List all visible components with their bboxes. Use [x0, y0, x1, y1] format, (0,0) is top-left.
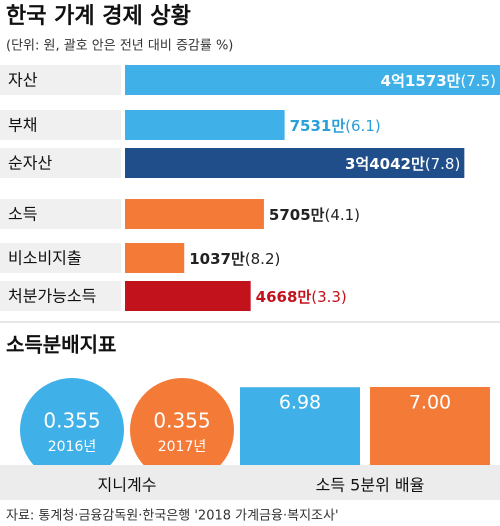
title: 한국 가계 경제 상황: [6, 4, 191, 29]
value-text: 4억1573만: [381, 72, 461, 90]
change-text: (3.3): [311, 288, 347, 306]
ratio-bar: [240, 387, 360, 465]
label-bg: [0, 243, 121, 273]
subtitle: (단위: 원, 괄호 안은 전년 대비 증감률 %): [6, 39, 233, 54]
value-label: 5705만(4.1): [269, 206, 360, 224]
value-label: 1037만(8.2): [189, 250, 280, 268]
gini-year: 2016년: [48, 439, 97, 455]
bar: [125, 148, 465, 178]
label-bg: [0, 199, 121, 229]
bar: [125, 243, 185, 273]
category-label: 처분가능소득: [8, 287, 96, 306]
gini-circle: [20, 378, 124, 482]
value-text: 4668만: [256, 288, 312, 306]
group-label: 소득 5분위 배율: [316, 476, 425, 495]
category-label: 소득: [8, 205, 37, 224]
change-text: (8.2): [245, 250, 281, 268]
section-title: 소득분배지표: [6, 333, 116, 357]
bar: [125, 110, 285, 140]
label-bg: [0, 148, 121, 178]
gini-year: 2017년: [158, 439, 207, 455]
gini-value: 0.355: [43, 409, 100, 433]
category-label: 비소비지출: [8, 249, 82, 268]
footer-band: [0, 465, 500, 500]
value-label: 4668만(3.3): [256, 288, 347, 306]
change-text: (7.8): [425, 155, 461, 173]
value-label: 7531만(6.1): [290, 117, 381, 135]
ratio-label: 7.00: [409, 392, 451, 414]
label-bg: [0, 110, 121, 140]
change-text: (7.5): [460, 72, 496, 90]
change-text: (4.1): [324, 206, 360, 224]
ratio-bar: [370, 387, 490, 465]
category-label: 순자산: [8, 154, 52, 173]
gini-circle: [130, 378, 234, 482]
label-bg: [0, 65, 121, 95]
bar: [125, 281, 251, 311]
value-text: 7531만: [290, 117, 346, 135]
ratio-label: 6.98: [279, 392, 321, 414]
category-label: 자산: [8, 71, 38, 90]
value-text: 5705만: [269, 206, 325, 224]
group-label: 지니계수: [98, 476, 157, 495]
change-text: (6.1): [345, 117, 381, 135]
value-text: 1037만: [189, 250, 245, 268]
bar: [125, 65, 500, 95]
value-label: 3억4042만(7.8): [345, 155, 460, 173]
value-label: 4억1573만(7.5): [381, 72, 496, 90]
source: 자료: 통계청·금융감독원·한국은행 '2018 가계금융·복지조사': [6, 508, 339, 523]
value-text: 3억4042만: [345, 155, 425, 173]
category-label: 부채: [8, 116, 37, 135]
gini-value: 0.355: [153, 409, 210, 433]
label-bg: [0, 281, 121, 311]
bar: [125, 199, 264, 229]
